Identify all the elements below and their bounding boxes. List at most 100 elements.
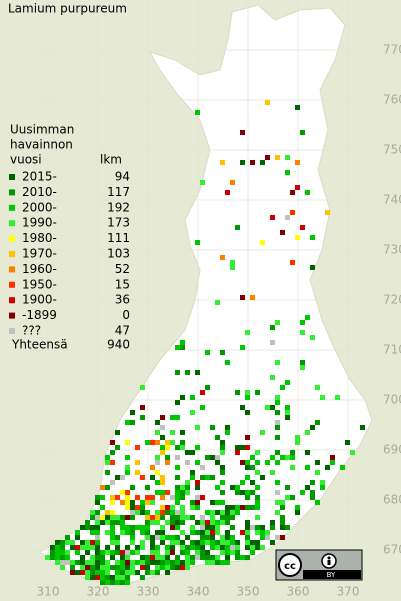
grid-square xyxy=(130,550,135,555)
grid-square xyxy=(230,265,235,270)
svg-text:cc: cc xyxy=(284,561,296,572)
grid-square xyxy=(220,535,225,540)
legend-count: 192 xyxy=(107,200,130,214)
grid-square xyxy=(275,155,280,160)
grid-square xyxy=(175,465,180,470)
grid-square xyxy=(250,455,255,460)
grid-square xyxy=(205,535,210,540)
grid-square xyxy=(190,525,195,530)
grid-square xyxy=(125,550,130,555)
grid-square xyxy=(240,345,245,350)
grid-square xyxy=(305,190,310,195)
grid-square xyxy=(220,560,225,565)
grid-square xyxy=(195,240,200,245)
grid-square xyxy=(85,565,90,570)
grid-square xyxy=(110,540,115,545)
grid-square xyxy=(180,550,185,555)
grid-square xyxy=(95,495,100,500)
grid-square xyxy=(195,110,200,115)
grid-square xyxy=(105,470,110,475)
grid-square xyxy=(235,540,240,545)
grid-square xyxy=(200,475,205,480)
grid-square xyxy=(120,490,125,495)
grid-square xyxy=(185,555,190,560)
grid-square xyxy=(165,570,170,575)
grid-square xyxy=(155,440,160,445)
grid-square xyxy=(210,560,215,565)
grid-square xyxy=(90,565,95,570)
legend-count: 36 xyxy=(115,293,130,307)
grid-square xyxy=(265,405,270,410)
grid-square xyxy=(75,570,80,575)
legend-swatch xyxy=(9,220,15,227)
grid-square xyxy=(145,535,150,540)
grid-square xyxy=(175,555,180,560)
grid-square xyxy=(95,575,100,580)
grid-square xyxy=(130,525,135,530)
grid-square xyxy=(280,515,285,520)
grid-square xyxy=(285,495,290,500)
grid-square xyxy=(130,515,135,520)
legend-label: -1899 xyxy=(22,308,57,322)
grid-square xyxy=(275,435,280,440)
grid-square xyxy=(95,500,100,505)
grid-square xyxy=(105,545,110,550)
grid-square xyxy=(150,500,155,505)
grid-square xyxy=(130,540,135,545)
grid-square xyxy=(175,515,180,520)
grid-square xyxy=(330,460,335,465)
grid-square xyxy=(210,475,215,480)
grid-square xyxy=(140,525,145,530)
grid-square xyxy=(115,515,120,520)
grid-square xyxy=(85,560,90,565)
grid-square xyxy=(225,540,230,545)
grid-square xyxy=(285,485,290,490)
grid-square xyxy=(125,545,130,550)
legend-heading: havainnon xyxy=(10,138,73,152)
grid-square xyxy=(245,495,250,500)
grid-square xyxy=(215,460,220,465)
grid-square xyxy=(115,545,120,550)
y-tick-label: 710 xyxy=(383,343,401,357)
grid-square xyxy=(50,555,55,560)
grid-square xyxy=(230,180,235,185)
grid-square xyxy=(95,570,100,575)
grid-square xyxy=(215,435,220,440)
grid-square xyxy=(160,525,165,530)
grid-square xyxy=(215,500,220,505)
grid-square xyxy=(200,530,205,535)
grid-square xyxy=(215,510,220,515)
grid-square xyxy=(285,380,290,385)
grid-square xyxy=(225,535,230,540)
grid-square xyxy=(300,490,305,495)
grid-square xyxy=(265,530,270,535)
grid-square xyxy=(175,525,180,530)
grid-square xyxy=(260,160,265,165)
grid-square xyxy=(210,425,215,430)
grid-square xyxy=(310,265,315,270)
grid-square xyxy=(205,510,210,515)
grid-square xyxy=(175,565,180,570)
grid-square xyxy=(110,450,115,455)
legend-count: 94 xyxy=(115,170,130,184)
grid-square xyxy=(95,515,100,520)
grid-square xyxy=(255,460,260,465)
grid-square xyxy=(55,540,60,545)
grid-square xyxy=(175,455,180,460)
grid-square xyxy=(80,545,85,550)
grid-square xyxy=(205,385,210,390)
grid-square xyxy=(150,520,155,525)
grid-square xyxy=(205,350,210,355)
grid-square xyxy=(330,455,335,460)
grid-square xyxy=(175,345,180,350)
grid-square xyxy=(220,480,225,485)
grid-square xyxy=(160,445,165,450)
grid-square xyxy=(280,535,285,540)
grid-square xyxy=(250,480,255,485)
grid-square xyxy=(180,490,185,495)
grid-square xyxy=(280,455,285,460)
grid-square xyxy=(120,500,125,505)
grid-square xyxy=(230,550,235,555)
grid-square xyxy=(255,540,260,545)
grid-square xyxy=(80,525,85,530)
